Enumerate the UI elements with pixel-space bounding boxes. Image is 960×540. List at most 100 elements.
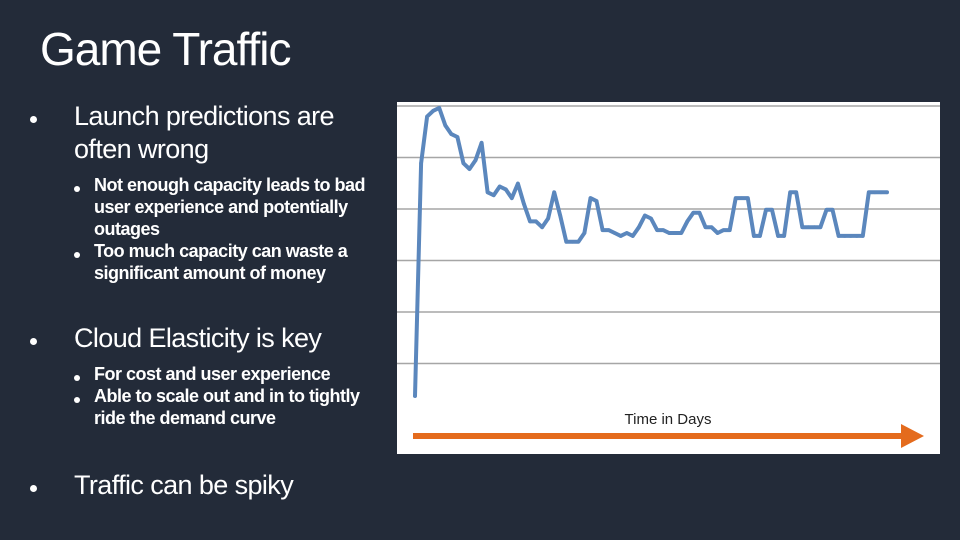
bullet-dot-icon bbox=[30, 338, 37, 345]
bullet-spiky-traffic: Traffic can be spiky bbox=[30, 469, 395, 502]
data-point bbox=[455, 135, 460, 139]
data-point bbox=[473, 158, 478, 163]
bullet-dot-icon bbox=[30, 116, 37, 123]
data-point bbox=[885, 190, 889, 195]
data-point bbox=[528, 219, 532, 224]
data-point bbox=[497, 184, 502, 189]
slide-title: Game Traffic bbox=[40, 23, 291, 75]
data-point bbox=[818, 225, 823, 230]
data-point bbox=[685, 219, 690, 224]
data-point bbox=[534, 219, 538, 224]
time-arrow-head-icon bbox=[901, 424, 924, 448]
data-point bbox=[655, 228, 659, 232]
data-point bbox=[842, 234, 847, 238]
data-point bbox=[661, 228, 665, 232]
data-point bbox=[546, 216, 550, 221]
bullet-text: Launch predictions are often wrong bbox=[74, 101, 335, 164]
data-point bbox=[449, 132, 454, 136]
data-point bbox=[824, 207, 829, 212]
data-point bbox=[746, 196, 750, 200]
bullet-launch-predictions: Launch predictions are often wrong Not e… bbox=[30, 100, 395, 284]
grid-lines bbox=[397, 105, 940, 365]
bullet-list: Launch predictions are often wrong Not e… bbox=[30, 100, 395, 502]
data-point bbox=[860, 234, 865, 238]
data-point bbox=[800, 225, 805, 230]
data-point bbox=[437, 106, 442, 110]
data-point bbox=[606, 228, 611, 232]
plot-background bbox=[397, 102, 940, 454]
sub-bullet-list: For cost and user experience Able to sca… bbox=[74, 363, 395, 429]
sub-bullet-text: Able to scale out and in to tightly ride… bbox=[94, 386, 360, 428]
data-point bbox=[794, 190, 799, 195]
data-point bbox=[594, 199, 599, 203]
sub-bullet-dot-icon bbox=[74, 252, 80, 258]
sub-bullet-capacity-waste: Too much capacity can waste a significan… bbox=[74, 240, 395, 284]
data-point bbox=[600, 228, 605, 232]
data-point bbox=[667, 231, 671, 235]
data-point bbox=[721, 228, 726, 232]
data-point bbox=[812, 225, 817, 230]
data-point bbox=[739, 196, 744, 200]
data-point bbox=[624, 231, 629, 235]
bullet-text: Cloud Elasticity is key bbox=[74, 323, 322, 353]
data-point bbox=[727, 228, 732, 232]
data-point bbox=[510, 196, 514, 200]
data-point bbox=[854, 234, 859, 238]
sub-bullet-capacity-outages: Not enough capacity leads to bad user ex… bbox=[74, 174, 395, 240]
data-point bbox=[770, 207, 774, 212]
data-point bbox=[637, 225, 641, 230]
data-points bbox=[413, 106, 889, 398]
data-point bbox=[564, 239, 569, 244]
data-point bbox=[691, 210, 696, 215]
sub-bullet-list: Not enough capacity leads to bad user ex… bbox=[74, 174, 395, 284]
data-point bbox=[806, 225, 811, 230]
data-point bbox=[461, 161, 466, 165]
data-point bbox=[558, 213, 563, 218]
data-point bbox=[570, 239, 575, 244]
data-point bbox=[830, 207, 835, 212]
bullet-text: Traffic can be spiky bbox=[74, 470, 294, 500]
data-point bbox=[867, 190, 871, 195]
sub-bullet-text: Not enough capacity leads to bad user ex… bbox=[94, 175, 366, 239]
data-point bbox=[503, 187, 508, 192]
traffic-chart-svg: Time in Days bbox=[397, 102, 940, 454]
data-point bbox=[709, 225, 714, 230]
sub-bullet-text: For cost and user experience bbox=[94, 364, 331, 384]
data-point bbox=[649, 216, 653, 221]
x-axis-label: Time in Days bbox=[625, 411, 712, 428]
data-point bbox=[552, 190, 556, 195]
data-point bbox=[752, 234, 756, 238]
data-point bbox=[643, 213, 647, 218]
data-point bbox=[582, 231, 587, 235]
data-point bbox=[413, 394, 417, 398]
data-point bbox=[431, 109, 435, 113]
data-point bbox=[776, 234, 780, 238]
data-point bbox=[491, 193, 496, 198]
data-point bbox=[540, 225, 544, 230]
data-point bbox=[782, 234, 786, 238]
data-point bbox=[679, 231, 684, 235]
sub-bullet-cost: For cost and user experience bbox=[74, 363, 395, 385]
sub-bullet-text: Too much capacity can waste a significan… bbox=[94, 241, 348, 283]
data-point bbox=[479, 141, 484, 145]
data-point bbox=[673, 231, 678, 235]
data-point bbox=[588, 196, 593, 200]
data-point bbox=[758, 234, 762, 238]
data-point bbox=[764, 207, 768, 212]
data-point bbox=[848, 234, 853, 238]
data-point bbox=[419, 161, 423, 165]
data-point bbox=[836, 234, 841, 238]
data-point bbox=[788, 190, 792, 195]
data-point bbox=[467, 167, 472, 171]
sub-bullet-dot-icon bbox=[74, 186, 80, 192]
data-point bbox=[873, 190, 877, 195]
data-point bbox=[443, 123, 448, 128]
data-point bbox=[697, 210, 702, 215]
bullet-cloud-elasticity: Cloud Elasticity is key For cost and use… bbox=[30, 322, 395, 429]
data-point bbox=[618, 234, 623, 238]
data-point bbox=[516, 181, 520, 186]
data-point bbox=[612, 231, 617, 235]
data-point bbox=[879, 190, 883, 195]
data-point bbox=[425, 114, 429, 119]
data-point bbox=[485, 190, 490, 195]
